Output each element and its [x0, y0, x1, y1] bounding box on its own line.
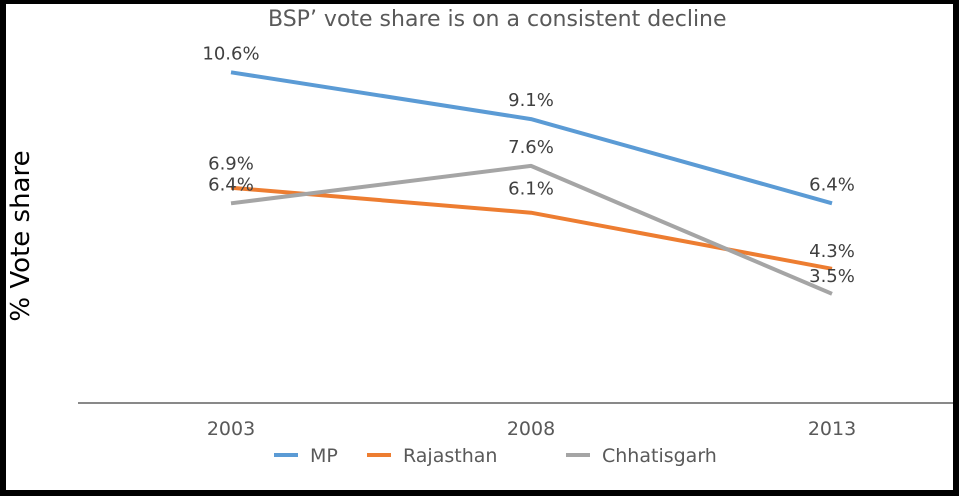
data-label: 6.9% — [208, 154, 254, 175]
series-line-chhatisgarh — [230, 163, 833, 296]
line-chart: BSP’ vote share is on a consistent decli… — [6, 7, 953, 467]
series-line-mp — [230, 70, 833, 206]
data-label: 6.1% — [508, 179, 554, 200]
legend-label: Chhatisgarh — [602, 445, 717, 467]
y-axis-label: % Vote share — [6, 150, 36, 321]
legend-label: Rajasthan — [403, 445, 497, 467]
legend-label: MP — [310, 445, 338, 467]
x-tick-label: 2008 — [507, 418, 555, 440]
x-tick-label: 2003 — [207, 418, 255, 440]
data-label: 3.5% — [809, 266, 855, 287]
data-label: 7.6% — [508, 137, 554, 158]
x-tick-label: 2013 — [808, 418, 856, 440]
data-label: 9.1% — [508, 90, 554, 111]
data-label: 6.4% — [809, 174, 855, 195]
chart-frame: BSP’ vote share is on a consistent decli… — [6, 4, 953, 490]
chart-title: BSP’ vote share is on a consistent decli… — [268, 7, 727, 32]
data-label: 10.6% — [202, 43, 259, 64]
legend: MP Rajasthan Chhatisgarh — [274, 445, 717, 467]
data-label: 6.4% — [208, 174, 254, 195]
data-label: 4.3% — [809, 241, 855, 262]
